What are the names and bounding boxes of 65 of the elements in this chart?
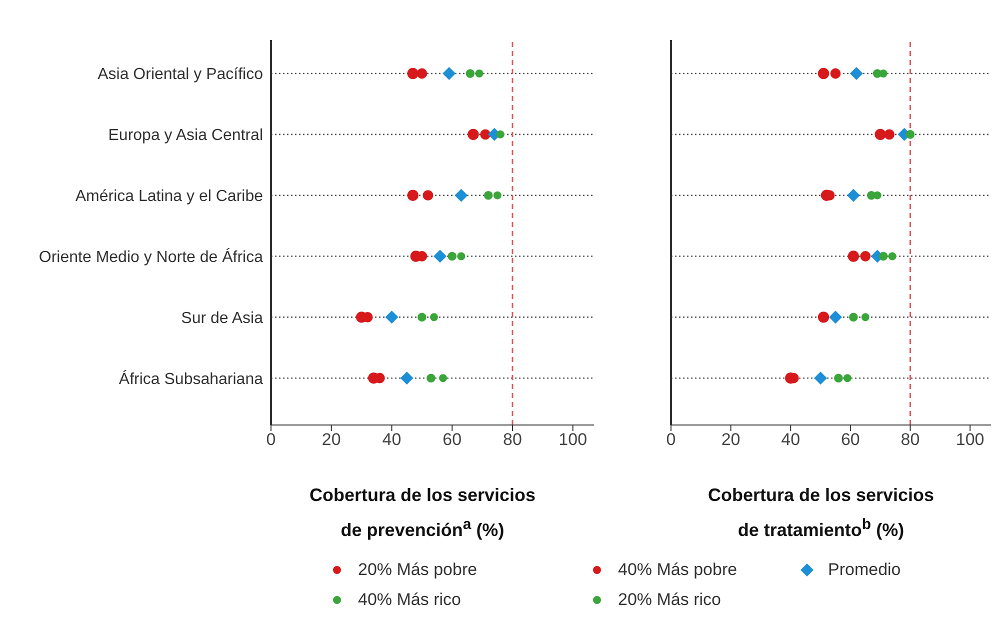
point (818, 312, 830, 323)
point (884, 129, 895, 140)
point (830, 68, 841, 79)
point (834, 374, 843, 382)
point (493, 191, 502, 200)
point (846, 188, 860, 202)
point (457, 252, 466, 260)
x-tick-label: 100 (558, 430, 588, 450)
legend-label: 40% Más pobre (618, 560, 738, 580)
point (448, 252, 457, 261)
y-tick-label: Asia Oriental y Pacífico (98, 66, 264, 84)
y-tick-label: Oriente Medio y Norte de África (38, 248, 264, 266)
point (496, 130, 504, 138)
point (439, 374, 448, 382)
legend-label: 40% Más rico (358, 590, 461, 610)
x-tick-label: 60 (840, 430, 860, 450)
x-tick-label: 0 (266, 430, 276, 450)
point (860, 251, 871, 262)
point (407, 190, 418, 201)
point (480, 129, 491, 140)
point (434, 250, 447, 263)
point (466, 69, 475, 78)
point (850, 67, 863, 80)
x-tick-label: 60 (442, 430, 462, 450)
x-tick-label: 20 (322, 430, 341, 450)
x-axis-title: Cobertura de los servicios de tratamiento$^{b}$ (%) (706, 484, 936, 542)
point (814, 372, 828, 385)
point (888, 252, 896, 260)
x-tick-label: 80 (900, 430, 920, 450)
point (400, 372, 414, 385)
point (818, 68, 830, 80)
point (426, 374, 436, 382)
legend-label: 20% Más rico (618, 590, 721, 610)
point (407, 68, 418, 80)
point (849, 312, 858, 322)
legend-label: 20% Más pobre (358, 560, 478, 580)
point (475, 70, 484, 78)
point (874, 128, 886, 140)
point (906, 130, 915, 139)
point (454, 188, 468, 202)
x-axis-title: Cobertura de los servicios de prevención$^{a}$ (%) (308, 484, 537, 542)
x-tick-label: 20 (721, 430, 740, 450)
x-tick-label: 80 (503, 430, 522, 450)
point (843, 374, 852, 382)
x-tick-label: 100 (956, 430, 984, 450)
point (442, 67, 456, 80)
point (484, 190, 493, 200)
point (418, 312, 426, 322)
y-tick-label: Sur de Asia (181, 310, 264, 327)
point (828, 310, 842, 324)
point (878, 252, 888, 261)
point (468, 128, 479, 140)
y-tick-label: África Subsahariana (118, 370, 264, 388)
y-tick-label: América Latina y el Caribe (75, 188, 264, 206)
point (385, 310, 398, 324)
x-tick-label: 0 (666, 430, 676, 450)
legend-label: Promedio (828, 560, 901, 580)
point (416, 68, 428, 79)
y-tick-label: Europa y Asia Central (108, 127, 263, 144)
point (848, 250, 860, 262)
point (422, 190, 434, 201)
point (430, 313, 438, 322)
point (861, 313, 870, 322)
x-tick-label: 40 (382, 430, 402, 450)
x-tick-label: 40 (781, 430, 800, 450)
